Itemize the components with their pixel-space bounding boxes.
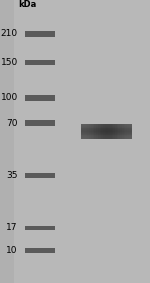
FancyBboxPatch shape	[81, 124, 82, 139]
FancyBboxPatch shape	[96, 124, 98, 139]
FancyBboxPatch shape	[81, 135, 132, 136]
FancyBboxPatch shape	[25, 248, 55, 253]
FancyBboxPatch shape	[112, 124, 113, 139]
FancyBboxPatch shape	[120, 124, 122, 139]
FancyBboxPatch shape	[81, 134, 132, 135]
FancyBboxPatch shape	[25, 31, 55, 37]
Text: 35: 35	[6, 171, 18, 180]
FancyBboxPatch shape	[124, 124, 125, 139]
FancyBboxPatch shape	[81, 136, 132, 137]
FancyBboxPatch shape	[106, 124, 108, 139]
FancyBboxPatch shape	[86, 124, 87, 139]
FancyBboxPatch shape	[93, 124, 94, 139]
FancyBboxPatch shape	[87, 124, 89, 139]
FancyBboxPatch shape	[118, 124, 120, 139]
FancyBboxPatch shape	[84, 124, 86, 139]
FancyBboxPatch shape	[129, 124, 130, 139]
FancyBboxPatch shape	[98, 124, 99, 139]
FancyBboxPatch shape	[89, 124, 91, 139]
Text: 210: 210	[1, 29, 18, 38]
Text: 17: 17	[6, 223, 18, 232]
FancyBboxPatch shape	[81, 126, 132, 127]
FancyBboxPatch shape	[108, 124, 110, 139]
FancyBboxPatch shape	[25, 95, 55, 101]
FancyBboxPatch shape	[81, 138, 132, 139]
FancyBboxPatch shape	[127, 124, 129, 139]
FancyBboxPatch shape	[113, 124, 115, 139]
FancyBboxPatch shape	[115, 124, 117, 139]
FancyBboxPatch shape	[94, 124, 96, 139]
FancyBboxPatch shape	[25, 60, 55, 65]
FancyBboxPatch shape	[122, 124, 124, 139]
FancyBboxPatch shape	[101, 124, 103, 139]
Text: 150: 150	[1, 58, 18, 67]
FancyBboxPatch shape	[81, 132, 132, 133]
FancyBboxPatch shape	[81, 128, 132, 129]
FancyBboxPatch shape	[99, 124, 101, 139]
FancyBboxPatch shape	[25, 173, 55, 178]
Text: 70: 70	[6, 119, 18, 128]
FancyBboxPatch shape	[81, 124, 132, 125]
FancyBboxPatch shape	[117, 124, 118, 139]
FancyBboxPatch shape	[25, 120, 55, 126]
FancyBboxPatch shape	[125, 124, 127, 139]
FancyBboxPatch shape	[81, 131, 132, 132]
FancyBboxPatch shape	[81, 137, 132, 138]
FancyBboxPatch shape	[91, 124, 93, 139]
FancyBboxPatch shape	[14, 0, 150, 283]
FancyBboxPatch shape	[25, 226, 55, 230]
Text: 10: 10	[6, 246, 18, 255]
FancyBboxPatch shape	[81, 133, 132, 134]
FancyBboxPatch shape	[130, 124, 132, 139]
FancyBboxPatch shape	[81, 127, 132, 128]
FancyBboxPatch shape	[81, 129, 132, 130]
FancyBboxPatch shape	[82, 124, 84, 139]
FancyBboxPatch shape	[81, 130, 132, 131]
Text: 100: 100	[1, 93, 18, 102]
FancyBboxPatch shape	[110, 124, 112, 139]
FancyBboxPatch shape	[103, 124, 105, 139]
Text: kDa: kDa	[18, 0, 36, 9]
FancyBboxPatch shape	[105, 124, 106, 139]
FancyBboxPatch shape	[81, 125, 132, 126]
